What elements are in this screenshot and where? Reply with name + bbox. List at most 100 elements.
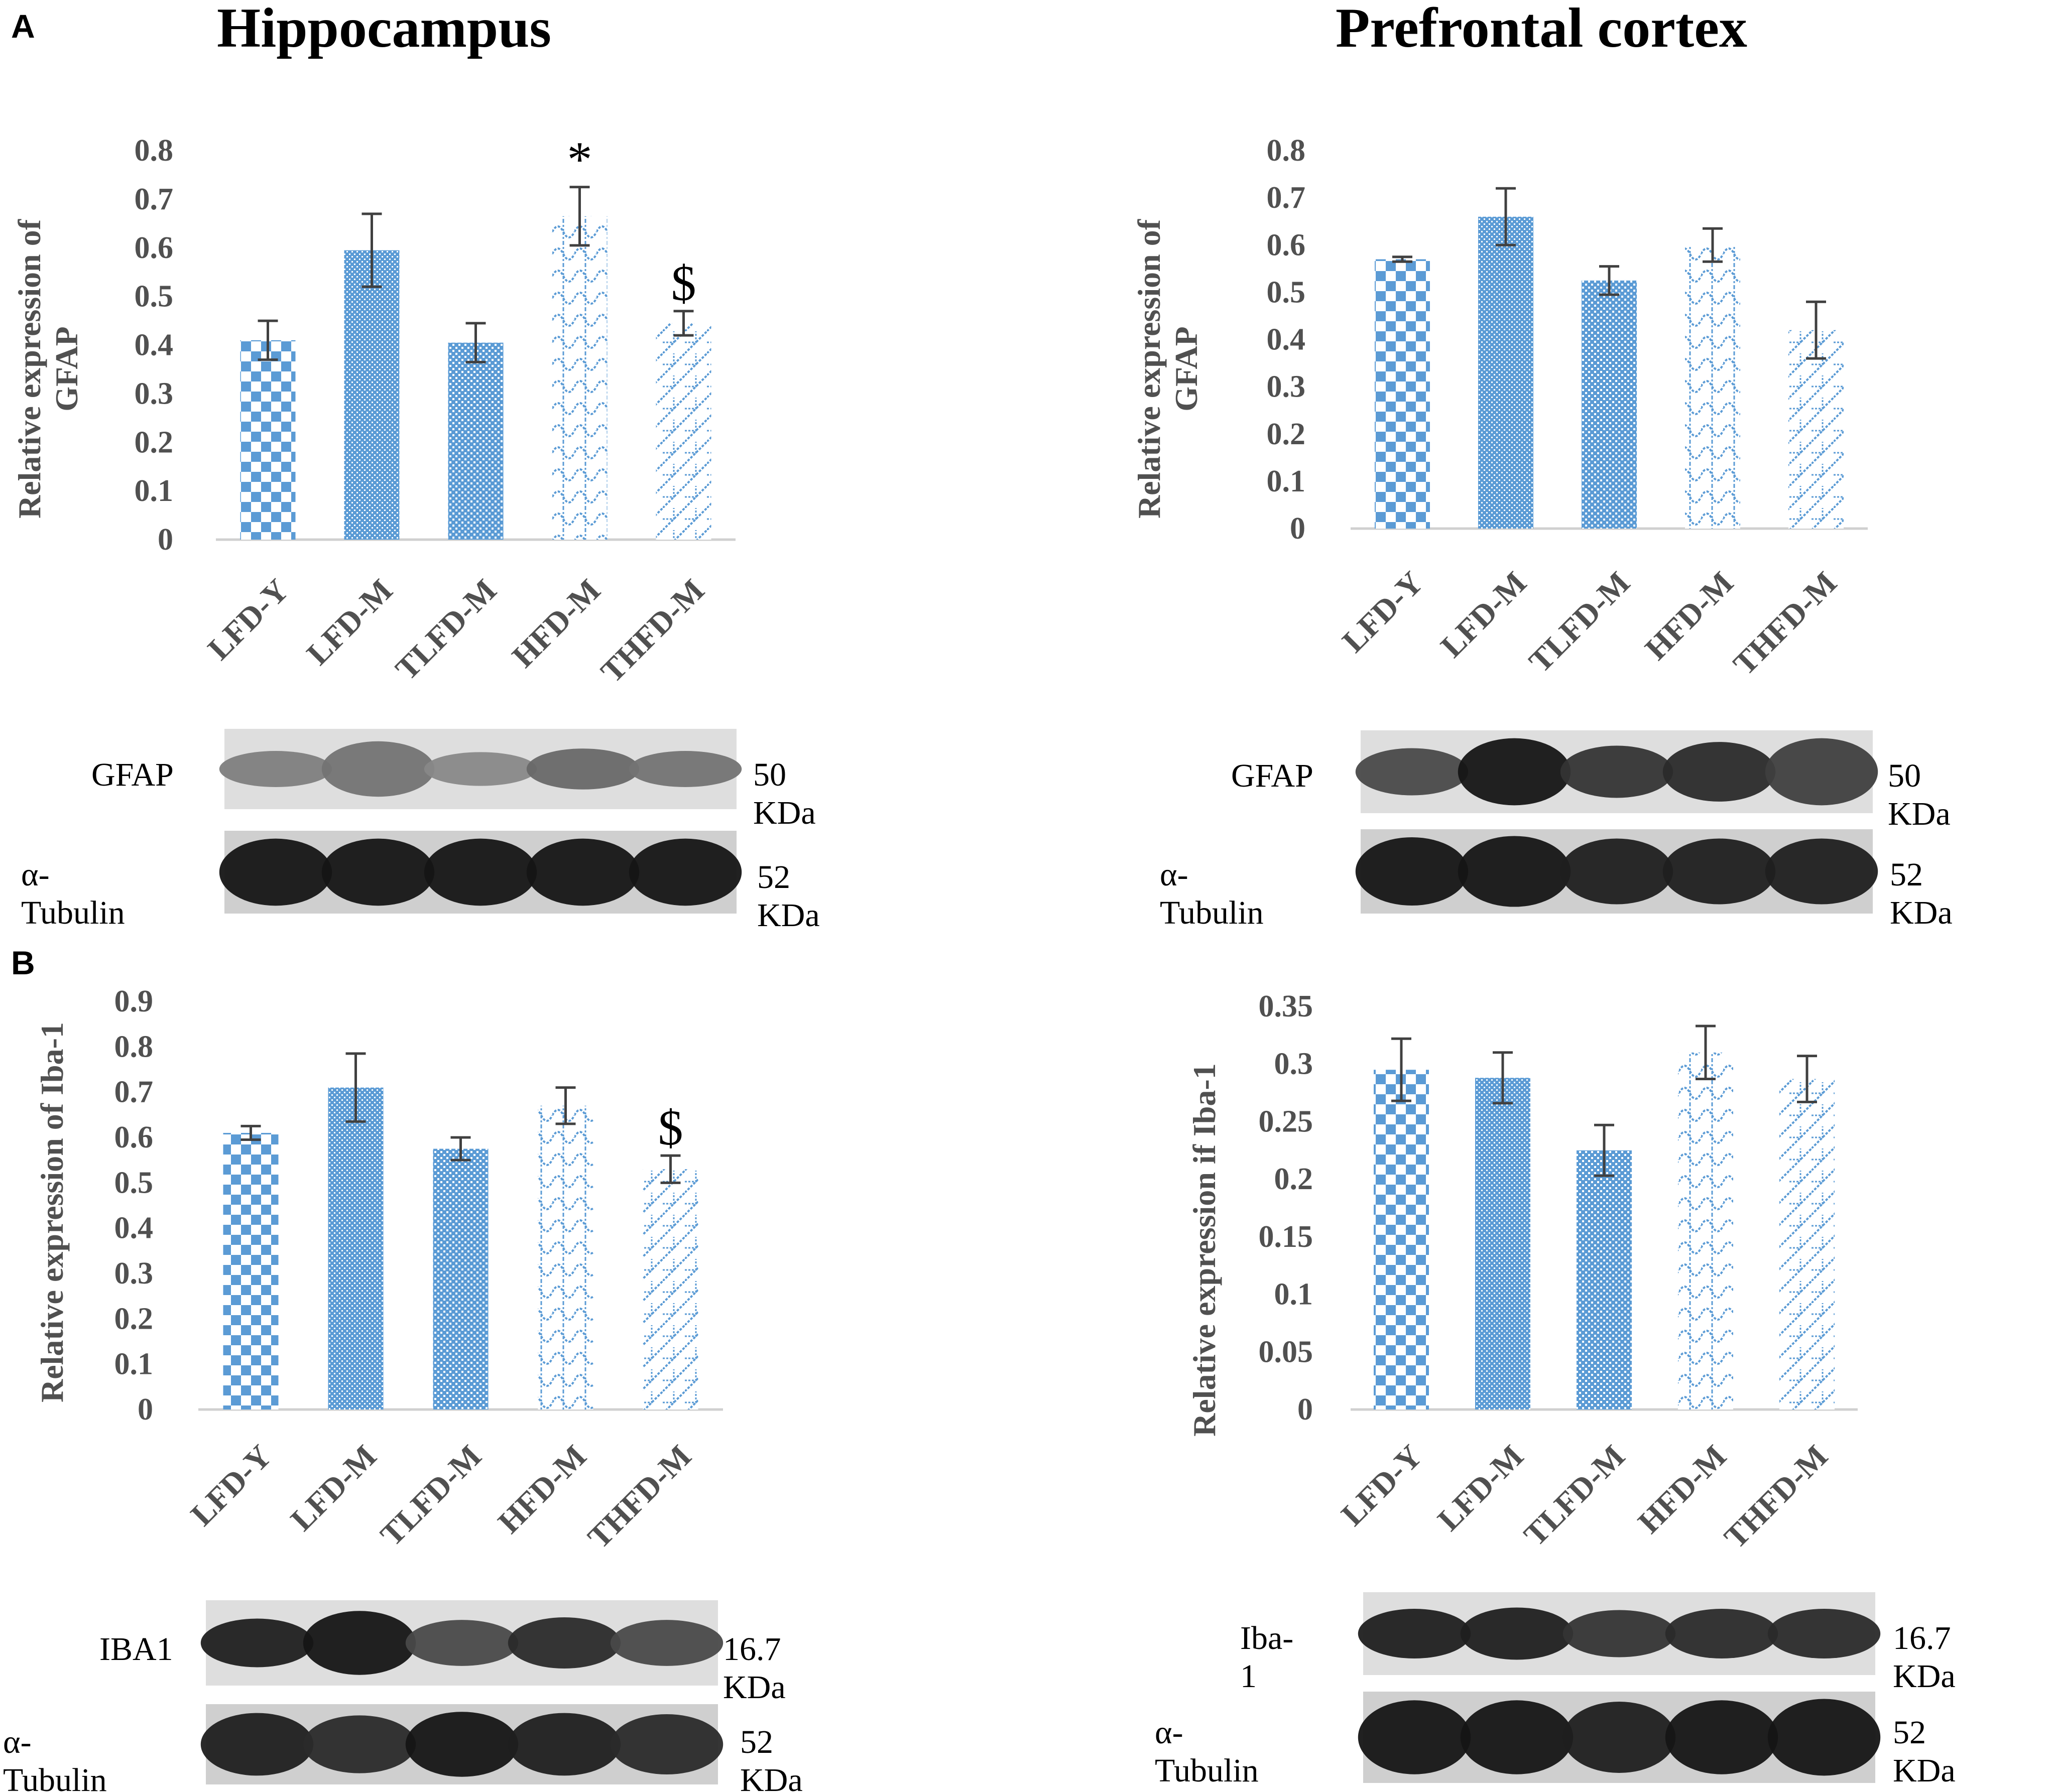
blot-kda-iba1: 16.7 KDa: [1893, 1620, 1956, 1695]
blot-band: [629, 838, 742, 906]
blot-strip: [200, 1600, 723, 1686]
error-bar: [1599, 265, 1619, 296]
title-hippocampus: Hippocampus: [217, 0, 551, 59]
error-bar: [1806, 300, 1826, 360]
bar-TLFD-M: [448, 342, 504, 540]
blot-strip: [1358, 1592, 1881, 1675]
bar-LFD-Y: [1374, 1070, 1429, 1410]
blot-band: [321, 741, 435, 797]
blot-band: [321, 838, 435, 906]
y-tick-label: 0.6: [1267, 228, 1306, 262]
blot-label-tubulin: α-Tubulin: [3, 1724, 107, 1792]
blot-band: [1665, 1700, 1778, 1774]
blot-band: [1765, 738, 1878, 806]
y-tick-label: 0.2: [1267, 417, 1306, 451]
blot-band: [1355, 748, 1469, 796]
error-bar: [465, 322, 486, 363]
x-tick-label: LFD-Y: [1334, 1438, 1428, 1532]
blot-label-gfap: GFAP: [91, 756, 174, 793]
bar-THFD-M: [656, 323, 711, 540]
y-axis-label: Relative expression if Iba-1: [1186, 1063, 1222, 1437]
error-bar: [555, 1086, 576, 1125]
blot-kda-gfap: 50 KDa: [1888, 757, 1951, 832]
y-tick-label: 0.6: [114, 1120, 154, 1155]
error-bar: [1703, 227, 1723, 263]
blot-band: [303, 1715, 416, 1773]
blot-band: [405, 1712, 519, 1777]
x-tick-label: LFD-M: [1430, 1438, 1530, 1538]
title-prefrontal-cortex: Prefrontal cortex: [1336, 0, 1747, 59]
y-tick-label: 0.3: [135, 376, 174, 411]
blot-band: [1665, 1609, 1778, 1658]
error-bar: [258, 319, 278, 361]
bar-LFD-Y: [240, 340, 296, 540]
blot-band: [303, 1611, 416, 1675]
blot-band: [1358, 1609, 1471, 1658]
bar-LFD-Y: [223, 1132, 279, 1410]
x-tick-label: THFD-M: [1726, 565, 1844, 682]
y-tick-label: 0.1: [114, 1347, 154, 1381]
x-tick-label: THFD-M: [1717, 1438, 1835, 1556]
x-tick-label: TLFD-M: [389, 572, 504, 687]
significance-marker: $: [658, 1100, 683, 1156]
bar-TLFD-M: [1577, 1150, 1632, 1410]
panel-letter-a: A: [11, 8, 35, 45]
y-tick-label: 0.9: [114, 984, 154, 1018]
y-tick-label: 0.4: [1267, 323, 1306, 357]
y-axis-label: Relative expression ofGFAP: [1131, 219, 1204, 519]
blot-band: [219, 751, 332, 787]
x-tick-label: LFD-Y: [184, 1438, 278, 1532]
blot-label-tubulin: α-Tubulin: [1155, 1714, 1259, 1789]
chart-A-right: 0 0.1 0.2 0.3 0.4 0.5 0.6 0.7 0.8 Relative expres…: [1131, 134, 1868, 682]
bar-TLFD-M: [433, 1148, 489, 1410]
blot-band: [219, 838, 332, 906]
x-tick-label: TLFD-M: [1522, 565, 1637, 680]
y-tick-label: 0.8: [135, 134, 174, 168]
y-tick-label: 0.6: [135, 231, 174, 265]
blot-band: [1458, 836, 1571, 907]
x-tick-label: LFD-Y: [201, 572, 295, 667]
blot-label-gfap: GFAP: [1231, 757, 1313, 794]
y-tick-label: 0.3: [114, 1256, 154, 1291]
blot-kda-tubulin: 52 KDa: [757, 859, 820, 934]
error-bar: [1391, 1037, 1411, 1102]
blot-label-iba1: Iba-1: [1240, 1620, 1294, 1695]
error-bar: [450, 1136, 471, 1162]
x-tick-label: LFD-M: [1433, 565, 1533, 664]
bar-HFD-M: [538, 1105, 593, 1410]
y-tick-label: 0.05: [1259, 1335, 1313, 1369]
error-bar: [569, 186, 590, 247]
blot-band: [508, 1713, 621, 1776]
y-tick-label: 0.1: [135, 474, 174, 508]
x-tick-label: HFD-M: [1638, 565, 1740, 667]
bar-LFD-M: [1478, 216, 1533, 529]
error-bar: [361, 212, 382, 288]
blot-kda-tubulin: 52 KDa: [1893, 1714, 1956, 1789]
blot-band: [1767, 1609, 1881, 1658]
blot-kda-tubulin: 52 KDa: [740, 1724, 803, 1792]
error-bar: [660, 1154, 681, 1184]
blot-band: [1460, 1607, 1574, 1660]
y-axis-label: Relative expression ofGFAP: [12, 219, 84, 519]
x-tick-label: HFD-M: [491, 1438, 593, 1541]
x-tick-label: TLFD-M: [1517, 1438, 1632, 1553]
blot-label-tubulin: α-Tubulin: [21, 856, 125, 931]
significance-marker: *: [567, 132, 592, 187]
error-bar: [240, 1124, 261, 1141]
y-tick-label: 0.1: [1267, 464, 1306, 498]
y-tick-label: 0: [1297, 1392, 1313, 1427]
y-tick-label: 0: [138, 1392, 153, 1427]
blot-strip: [219, 831, 742, 914]
blot-label-iba1: IBA1: [99, 1631, 173, 1668]
blot-band: [1355, 837, 1469, 906]
blot-band: [1562, 1702, 1676, 1773]
y-tick-label: 0.7: [135, 182, 174, 216]
blot-band: [1662, 838, 1776, 905]
bar-TLFD-M: [1582, 280, 1637, 529]
y-tick-label: 0.8: [1267, 134, 1306, 168]
y-tick-label: 0.1: [1274, 1277, 1313, 1312]
error-bar: [1594, 1123, 1614, 1177]
blot-strip: [1355, 730, 1878, 813]
blot-strip: [1358, 1692, 1881, 1783]
